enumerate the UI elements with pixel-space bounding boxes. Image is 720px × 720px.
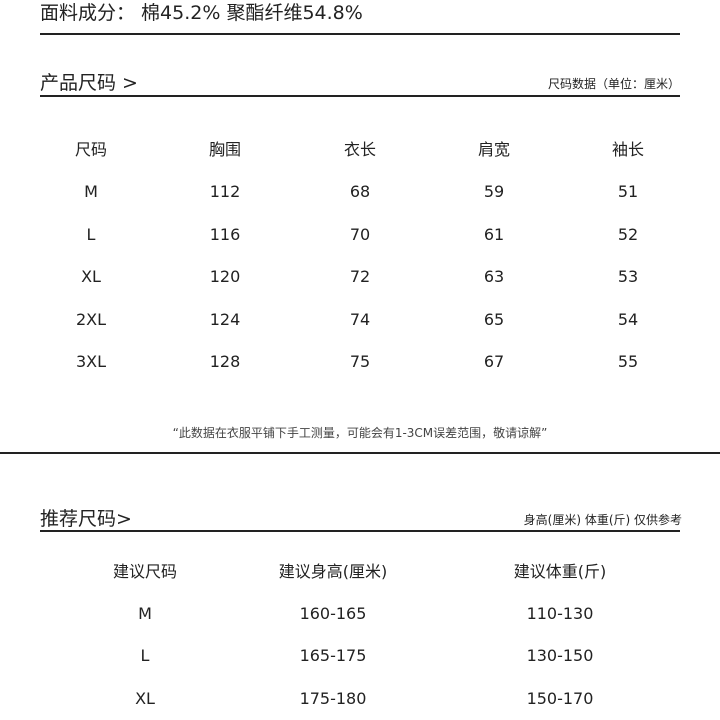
table-header: 建议体重(斤) — [513, 562, 607, 581]
table-header: 衣长 — [343, 140, 376, 159]
table-cell: 68 — [349, 182, 371, 201]
table-cell: XL — [81, 267, 101, 286]
table-cell: 120 — [209, 267, 241, 286]
product-size-title: 产品尺码 > — [40, 72, 138, 94]
table-header: 肩宽 — [477, 140, 510, 159]
table-header: 胸围 — [208, 140, 241, 159]
fabric-composition: 面料成分： 棉45.2% 聚酯纤维54.8% — [40, 2, 363, 24]
table-cell: 175-180 — [299, 689, 367, 708]
measurement-note: “此数据在衣服平铺下手工测量，可能会有1-3CM误差范围，敬请谅解” — [172, 426, 548, 440]
divider — [40, 95, 680, 97]
table-cell: 75 — [349, 352, 371, 371]
table-cell: 165-175 — [299, 646, 367, 665]
table-header: 袖长 — [611, 140, 644, 159]
table-cell: 116 — [209, 225, 241, 244]
table-cell: 130-150 — [526, 646, 594, 665]
table-cell: 61 — [483, 225, 505, 244]
table-cell: 110-130 — [526, 604, 594, 623]
table-cell: L — [140, 646, 150, 665]
recommended-size-title: 推荐尺码> — [40, 508, 132, 530]
table-cell: 52 — [617, 225, 639, 244]
unit-label: 尺码数据（单位：厘米） — [547, 77, 680, 91]
table-cell: M — [138, 604, 152, 623]
divider — [40, 33, 680, 35]
table-cell: 72 — [349, 267, 371, 286]
recommended-subtitle: 身高(厘米) 体重(斤) 仅供参考 — [523, 513, 682, 527]
table-header: 建议尺码 — [112, 562, 177, 581]
table-cell: 2XL — [75, 310, 107, 329]
table-cell: 112 — [209, 182, 241, 201]
table-cell: 74 — [349, 310, 371, 329]
divider — [40, 530, 680, 532]
table-cell: 55 — [617, 352, 639, 371]
table-cell: XL — [135, 689, 155, 708]
table-cell: 67 — [483, 352, 505, 371]
table-cell: 3XL — [75, 352, 107, 371]
table-cell: 160-165 — [299, 604, 367, 623]
divider — [0, 452, 720, 454]
table-cell: 59 — [483, 182, 505, 201]
table-cell: 53 — [617, 267, 639, 286]
table-cell: 124 — [209, 310, 241, 329]
table-header: 尺码 — [74, 140, 107, 159]
table-cell: 63 — [483, 267, 505, 286]
table-cell: M — [84, 182, 98, 201]
table-cell: 54 — [617, 310, 639, 329]
table-cell: 128 — [209, 352, 241, 371]
table-header: 建议身高(厘米) — [278, 562, 388, 581]
table-cell: 65 — [483, 310, 505, 329]
table-cell: 150-170 — [526, 689, 594, 708]
table-cell: L — [86, 225, 96, 244]
table-cell: 51 — [617, 182, 639, 201]
table-cell: 70 — [349, 225, 371, 244]
